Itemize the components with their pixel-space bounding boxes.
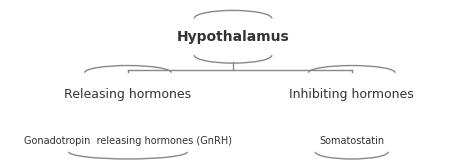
Text: Gonadotropin  releasing hormones (GnRH): Gonadotropin releasing hormones (GnRH) bbox=[24, 136, 232, 146]
Text: Releasing hormones: Releasing hormones bbox=[64, 88, 192, 101]
Text: Inhibiting hormones: Inhibiting hormones bbox=[289, 88, 414, 101]
Text: Somatostatin: Somatostatin bbox=[319, 136, 384, 146]
Text: Hypothalamus: Hypothalamus bbox=[177, 30, 289, 44]
